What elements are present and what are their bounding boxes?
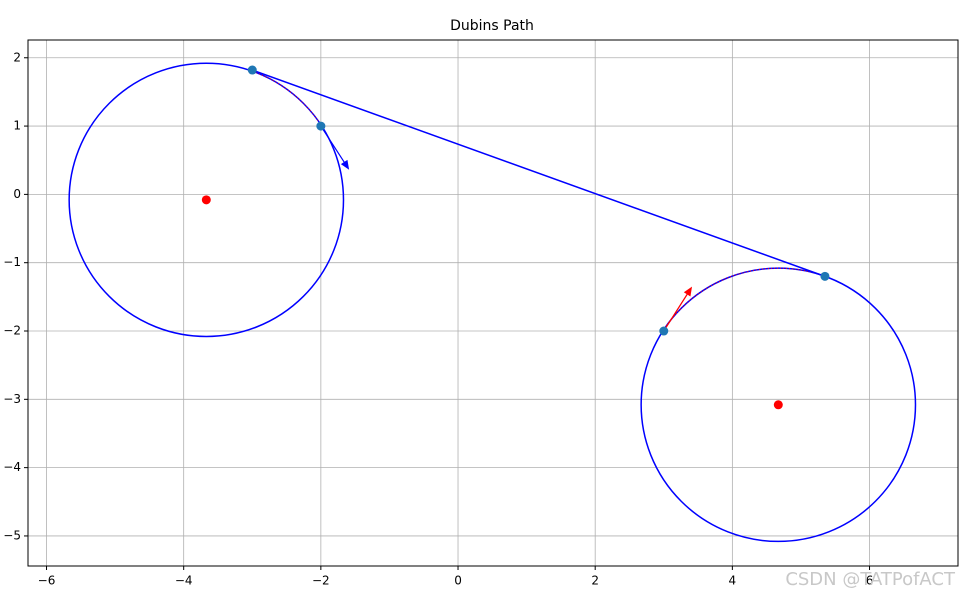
y-tick-label: −1 [3, 255, 21, 269]
circle-center [773, 400, 783, 410]
waypoint [659, 326, 669, 336]
tangent-line [252, 69, 826, 278]
heading-arrow [663, 286, 693, 332]
y-tick-label: −3 [3, 392, 21, 406]
arc [251, 70, 322, 126]
x-tick-label: −6 [38, 574, 56, 588]
circle-center [201, 195, 211, 205]
x-tick-label: 6 [866, 574, 874, 588]
y-tick-label: −5 [3, 528, 21, 542]
y-tick-label: −4 [3, 460, 21, 474]
x-tick-label: 0 [454, 574, 462, 588]
arc [662, 267, 826, 331]
x-tick-label: −2 [312, 574, 330, 588]
turning-circle [68, 62, 345, 338]
x-tick-label: −4 [175, 574, 193, 588]
x-tick-label: 2 [591, 574, 599, 588]
chart-title: Dubins Path [450, 18, 534, 34]
waypoint [316, 121, 326, 131]
turning-circle [640, 267, 917, 543]
waypoint [247, 65, 257, 75]
heading-arrow [320, 125, 350, 170]
watermark: CSDN @TATPofACT [785, 569, 956, 590]
y-tick-label: −2 [3, 324, 21, 338]
y-tick-label: 1 [13, 119, 21, 133]
waypoint [820, 271, 830, 281]
plot-frame [27, 39, 959, 567]
x-tick-label: 4 [729, 574, 737, 588]
y-tick-label: 0 [13, 187, 21, 201]
y-tick-label: 2 [13, 50, 21, 64]
